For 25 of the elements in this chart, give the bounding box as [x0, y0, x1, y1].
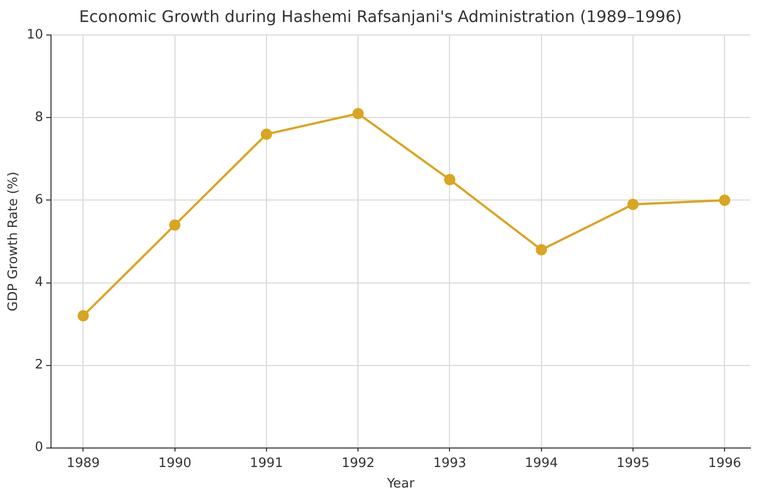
y-tick-label: 8 [34, 110, 44, 126]
x-axis-title: Year [386, 476, 416, 492]
x-tick-label: 1992 [342, 456, 375, 471]
y-tick-label: 6 [34, 192, 44, 208]
point [444, 174, 456, 186]
chart-title: Economic Growth during Hashemi Rafsanjani's Administration (1989–1996) [79, 6, 682, 26]
x-tick-label: 1995 [616, 456, 650, 471]
point [352, 108, 364, 120]
point [719, 194, 730, 206]
y-tick-label: 4 [34, 275, 44, 290]
x-tick-label: 1990 [158, 456, 192, 471]
x-tick-label: 1994 [524, 456, 558, 471]
y-tick-label: 0 [34, 440, 44, 456]
point [78, 310, 89, 322]
y-axis-title: GDP Growth Rate (%) [6, 172, 22, 312]
x-tick-label: 1989 [66, 456, 100, 471]
x-tick-label: 1991 [250, 456, 284, 471]
x-tick-label: 1993 [433, 456, 466, 471]
y-tick-label: 2 [34, 358, 44, 373]
point [627, 198, 639, 210]
y-tick-label: 10 [26, 28, 44, 43]
point [169, 219, 180, 231]
point [536, 244, 547, 256]
point [260, 128, 272, 140]
x-tick-label: 1996 [708, 456, 742, 471]
